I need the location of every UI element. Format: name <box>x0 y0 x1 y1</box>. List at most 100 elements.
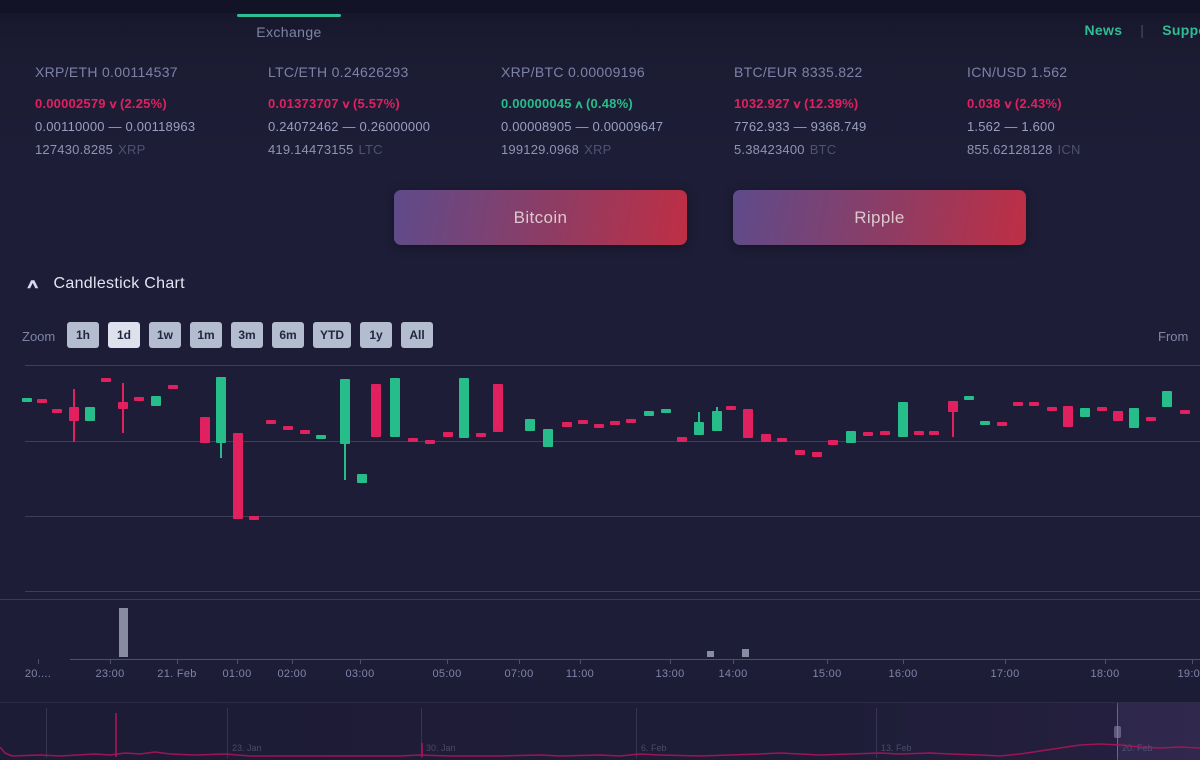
active-tab-indicator <box>237 14 341 17</box>
caret-down-icon: ∨ <box>340 99 351 111</box>
ripple-button[interactable]: Ripple <box>733 190 1026 245</box>
candle-down <box>726 406 736 410</box>
navigator-date-label: 30. Jan <box>426 743 456 753</box>
range-button-1m[interactable]: 1m <box>190 322 222 348</box>
ticker-card-btc-eur[interactable]: BTC/EUR 8335.822 1032.927 ∨ (12.39%) 7762.93… <box>734 64 967 165</box>
x-axis-tick <box>519 659 520 664</box>
price-gridline <box>25 365 1200 366</box>
ticker-change: 0.00002579 ∨ (2.25%) <box>35 96 268 119</box>
candle-down <box>200 417 210 443</box>
candle-down <box>743 409 753 438</box>
navigator-spike <box>421 743 423 757</box>
chevron-up-icon[interactable]: ∧ <box>25 276 41 291</box>
candlestick-price-pane[interactable] <box>0 360 1200 600</box>
candle-down <box>914 431 924 435</box>
ticker-day-range: 1.562 — 1.600 <box>967 119 1055 134</box>
candle-down <box>880 431 890 435</box>
range-button-3m[interactable]: 3m <box>231 322 263 348</box>
x-axis-tick <box>827 659 828 664</box>
candle-down <box>777 438 787 442</box>
x-axis-tick <box>38 659 39 664</box>
candle-up <box>85 407 95 421</box>
x-axis-label: 21. Feb <box>157 668 197 680</box>
range-button-6m[interactable]: 6m <box>272 322 304 348</box>
candle-down <box>997 422 1007 426</box>
ticker-card-ltc-eth[interactable]: LTC/ETH 0.24626293 0.01373707 ∨ (5.57%) 0.24… <box>268 64 501 165</box>
candle-down <box>52 409 62 413</box>
chart-toolbar: Zoom 1h 1d 1w 1m 3m 6m YTD 1y All From <box>22 322 1200 350</box>
candle-down <box>1113 411 1123 421</box>
news-link[interactable]: News <box>1084 22 1123 38</box>
range-button-all[interactable]: All <box>401 322 433 348</box>
x-axis-tick <box>1192 659 1193 664</box>
candle-down <box>1146 417 1156 421</box>
candle-down <box>761 434 771 442</box>
candle-down <box>594 424 604 428</box>
navigator-series-line <box>0 743 1200 757</box>
ticker-pair-and-last: LTC/ETH 0.24626293 <box>268 64 409 80</box>
navigator-gridline <box>421 708 422 758</box>
ticker-volume: 419.14473155 LTC <box>268 142 501 165</box>
candle-down <box>1097 407 1107 411</box>
x-axis-line <box>70 659 1200 660</box>
range-button-1y[interactable]: 1y <box>360 322 392 348</box>
caret-down-icon: ∨ <box>107 99 118 111</box>
x-axis-label: 11:00 <box>565 668 595 680</box>
change-percent: (2.25%) <box>119 96 167 111</box>
candle-down <box>101 378 111 382</box>
volume-bar <box>742 649 749 657</box>
chart-navigator[interactable]: 23. Jan 30. Jan 6. Feb 13. Feb 20. Feb <box>0 702 1200 760</box>
ticker-day-range: 0.00008905 — 0.00009647 <box>501 119 664 134</box>
volume-value: 419.14473155 <box>268 142 354 157</box>
change-value: 0.01373707 <box>268 96 339 111</box>
candle-down <box>578 420 588 424</box>
navigator-selected-range[interactable] <box>1114 703 1200 760</box>
x-axis-label: 14:00 <box>718 668 748 680</box>
candle-down <box>118 402 128 409</box>
x-axis-tick <box>110 659 111 664</box>
candle-down <box>249 516 259 520</box>
candle-up <box>1162 391 1172 407</box>
candle-up <box>964 396 974 400</box>
candle-down <box>134 397 144 401</box>
range-button-1h[interactable]: 1h <box>67 322 99 348</box>
candle-down <box>443 432 453 437</box>
change-value: 0.00002579 <box>35 96 106 111</box>
caret-up-icon: ∧ <box>573 99 584 111</box>
x-axis-label: 16:00 <box>888 668 918 680</box>
change-percent: (12.39%) <box>804 96 859 111</box>
navigator-gridline <box>227 708 228 758</box>
ticker-card-xrp-eth[interactable]: XRP/ETH 0.00114537 0.00002579 ∨ (2.25%) 0.00… <box>35 64 268 165</box>
x-axis-tick <box>580 659 581 664</box>
support-link[interactable]: Support <box>1162 22 1200 38</box>
candle-up <box>22 398 32 402</box>
candle-down <box>283 426 293 430</box>
range-button-ytd[interactable]: YTD <box>313 322 351 348</box>
candle-down <box>929 431 939 435</box>
bitcoin-button[interactable]: Bitcoin <box>394 190 687 245</box>
candle-down <box>425 440 435 444</box>
candle-down <box>37 399 47 403</box>
range-button-1w[interactable]: 1w <box>149 322 181 348</box>
tab-exchange[interactable]: Exchange <box>256 24 322 40</box>
ticker-day-range: 0.24072462 — 0.26000000 <box>268 119 431 134</box>
ticker-change: 0.01373707 ∨ (5.57%) <box>268 96 501 119</box>
ticker-card-icn-usd[interactable]: ICN/USD 1.562 0.038 ∨ (2.43%) 1.562 — 1.600 8… <box>967 64 1200 165</box>
x-axis-label: 19:00 <box>1177 668 1200 680</box>
navigator-spike <box>115 713 117 757</box>
price-gridline <box>25 591 1200 592</box>
caret-down-icon: ∨ <box>1002 99 1013 111</box>
candle-down <box>233 433 243 519</box>
volume-value: 855.62128128 <box>967 142 1053 157</box>
price-gridline <box>25 516 1200 517</box>
ticker-card-xrp-btc[interactable]: XRP/BTC 0.00009196 0.00000045 ∧ (0.48%) 0.00… <box>501 64 734 165</box>
change-percent: (5.57%) <box>352 96 400 111</box>
candle-down <box>476 433 486 437</box>
range-button-1d[interactable]: 1d <box>108 322 140 348</box>
x-axis-label: 03:00 <box>345 668 375 680</box>
ticker-volume: 855.62128128 ICN <box>967 142 1200 165</box>
navigator-handle[interactable] <box>1114 726 1121 738</box>
x-axis-tick <box>903 659 904 664</box>
ticker-day-range: 7762.933 — 9368.749 <box>734 119 867 134</box>
